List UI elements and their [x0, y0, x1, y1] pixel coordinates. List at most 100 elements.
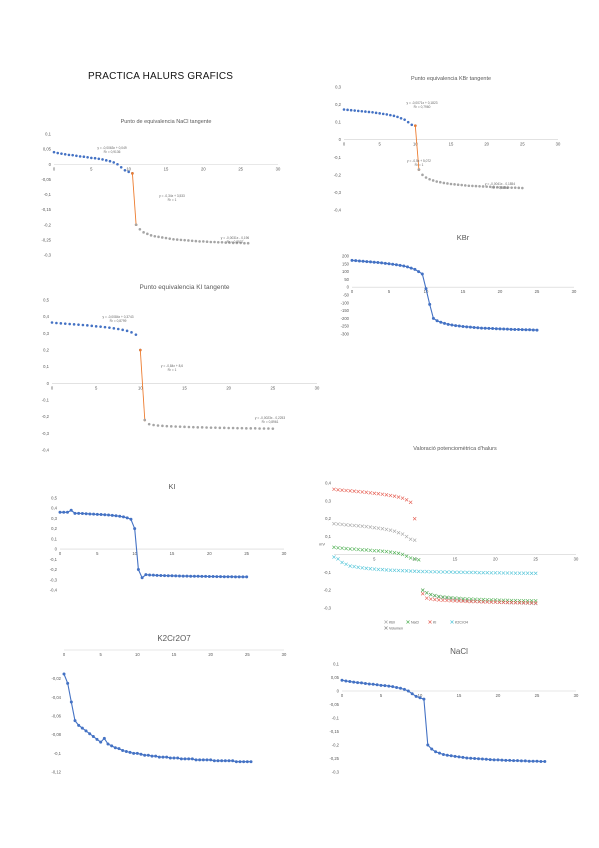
- data-point: [412, 557, 417, 561]
- data-point: [62, 510, 66, 514]
- trendline-label: R² = 1: [168, 198, 177, 202]
- data-point: [521, 600, 526, 605]
- data-point: [352, 547, 356, 551]
- data-point: [391, 685, 395, 689]
- data-point: [192, 574, 196, 578]
- legend-item: Volumen: [384, 626, 403, 631]
- data-point: [485, 185, 488, 188]
- data-point: [406, 689, 410, 693]
- x-tick-label: 20: [207, 551, 212, 556]
- data-point: [481, 570, 486, 575]
- y-tick-label: 0,4: [325, 481, 331, 486]
- data-point: [169, 425, 173, 428]
- data-point: [420, 588, 425, 592]
- data-point: [461, 325, 465, 329]
- data-point: [90, 156, 93, 160]
- data-point: [492, 758, 496, 762]
- data-point: [114, 514, 118, 518]
- data-point: [438, 751, 441, 755]
- y-tick-label: 100: [342, 269, 350, 274]
- y-tick-label: 0: [347, 285, 350, 290]
- data-point: [392, 494, 397, 499]
- data-point: [165, 424, 169, 428]
- legend-marker: [384, 620, 388, 624]
- y-tick-label: 0: [339, 137, 342, 142]
- x-tick-label: 25: [270, 385, 275, 390]
- data-point: [387, 684, 391, 688]
- data-point: [416, 557, 421, 562]
- series-line: [414, 125, 420, 170]
- data-point: [172, 756, 176, 760]
- data-point: [99, 740, 103, 744]
- data-point: [233, 575, 237, 579]
- data-point: [99, 513, 103, 517]
- data-point: [384, 549, 389, 554]
- chart-title: Punto equivalencia KI tangente: [140, 284, 230, 291]
- data-point: [243, 241, 246, 245]
- data-point: [463, 184, 467, 187]
- data-point: [336, 487, 340, 492]
- data-point: [521, 186, 524, 190]
- data-point: [477, 757, 480, 761]
- y-tick-label: -0,1: [324, 570, 332, 575]
- data-point: [388, 568, 393, 572]
- chart-k2cr2o7: K2Cr2O7 -0,02 -0,04 -0,06 -0,08 -0,1 -0,12 0 5 10…: [51, 634, 287, 775]
- data-point: [414, 694, 418, 698]
- data-point: [481, 600, 486, 604]
- data-point: [204, 574, 208, 578]
- x-tick-label: 10: [126, 166, 131, 171]
- data-point: [492, 185, 496, 189]
- data-point: [424, 176, 428, 179]
- y-tick-label: -0,04: [51, 695, 61, 700]
- data-point: [517, 186, 521, 190]
- data-point: [450, 323, 454, 327]
- data-point: [134, 223, 138, 227]
- y-tick-label: 0,5: [43, 298, 49, 303]
- y-tick-label: 50: [344, 277, 349, 282]
- data-point: [529, 601, 534, 605]
- legend-item: KBr: [384, 620, 396, 625]
- data-point: [94, 325, 98, 328]
- data-point: [116, 327, 120, 331]
- data-point: [144, 573, 148, 577]
- data-point: [502, 327, 506, 331]
- data-point: [420, 569, 425, 574]
- data-point: [156, 424, 160, 427]
- data-point: [222, 426, 226, 430]
- data-point: [236, 426, 239, 430]
- data-point: [469, 756, 473, 760]
- data-point: [103, 513, 107, 517]
- data-point: [404, 497, 409, 502]
- data-point: [356, 489, 361, 494]
- y-tick-label: -0,15: [41, 207, 51, 212]
- data-point: [403, 118, 406, 121]
- data-point: [441, 570, 445, 574]
- y-tick-label: -0,1: [54, 751, 62, 756]
- y-tick-label: -200: [341, 316, 350, 321]
- trendline-label: R² = 1: [168, 368, 177, 372]
- data-point: [157, 755, 161, 759]
- data-point: [112, 161, 116, 164]
- data-point: [77, 723, 81, 727]
- data-point: [138, 227, 142, 231]
- y-tick-label: 0: [49, 162, 52, 167]
- data-point: [524, 328, 528, 332]
- y-tick-label: -0,3: [42, 431, 50, 436]
- data-point: [356, 565, 361, 570]
- data-point: [500, 758, 504, 762]
- data-point: [513, 327, 517, 331]
- data-point: [95, 737, 99, 741]
- data-point: [75, 154, 78, 158]
- y-tick-label: -0,4: [42, 448, 50, 453]
- data-point: [435, 319, 439, 323]
- chart-title: KBr: [457, 233, 470, 242]
- chart-title: K2Cr2O7: [157, 634, 191, 643]
- data-point: [134, 333, 138, 336]
- data-point: [473, 599, 477, 604]
- data-point: [153, 234, 157, 238]
- data-point: [176, 756, 180, 760]
- data-point: [348, 489, 352, 493]
- series-line: [341, 679, 545, 763]
- data-point: [222, 575, 226, 579]
- data-point: [400, 532, 405, 536]
